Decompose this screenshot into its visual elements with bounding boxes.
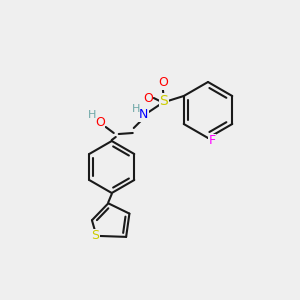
Text: O: O: [158, 76, 168, 89]
Text: F: F: [208, 134, 216, 148]
Text: N: N: [139, 109, 148, 122]
Text: O: O: [143, 92, 153, 104]
Text: S: S: [92, 230, 99, 242]
Text: O: O: [95, 116, 105, 130]
Text: H: H: [132, 104, 140, 114]
Text: H: H: [88, 110, 96, 120]
Text: S: S: [159, 94, 168, 108]
